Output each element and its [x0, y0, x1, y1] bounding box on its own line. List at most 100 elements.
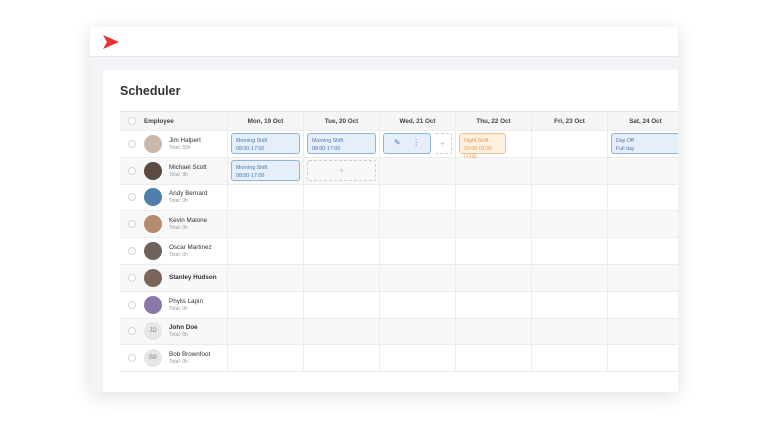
- day-cell[interactable]: [607, 345, 678, 372]
- day-cell[interactable]: [455, 157, 531, 184]
- shift-block[interactable]: Morning Shift 08:00-17:00: [231, 159, 300, 181]
- day-cell[interactable]: [531, 318, 607, 345]
- day-cell[interactable]: [455, 345, 531, 372]
- shift-block[interactable]: Morning Shift 08:00-17:00: [231, 133, 300, 154]
- day-cell[interactable]: [455, 318, 531, 345]
- day-cell[interactable]: [303, 291, 379, 318]
- employee-name: Jim Halpert: [169, 136, 201, 144]
- day-cell[interactable]: [607, 157, 678, 184]
- day-cell[interactable]: [607, 264, 678, 291]
- shift-time: 08:00-17:00: [236, 146, 265, 152]
- row-checkbox[interactable]: [128, 300, 136, 309]
- day-cell[interactable]: [303, 264, 379, 291]
- day-cell[interactable]: [607, 238, 678, 264]
- day-cell[interactable]: [531, 157, 607, 184]
- shift-time: Full day: [616, 146, 635, 152]
- day-cell[interactable]: [531, 264, 607, 291]
- shift-block[interactable]: Morning Shift 08:00-17:00: [307, 133, 376, 154]
- day-cell[interactable]: [379, 211, 455, 238]
- day-cell[interactable]: [531, 184, 607, 211]
- day-header: Thu, 22 Oct: [455, 112, 531, 130]
- avatar: JD: [144, 322, 162, 341]
- shift-block[interactable]: Day Off Full day: [611, 133, 678, 154]
- day-cell[interactable]: [379, 184, 455, 211]
- day-cell[interactable]: [607, 184, 678, 211]
- row-checkbox[interactable]: [128, 273, 136, 282]
- row-checkbox[interactable]: [128, 193, 136, 202]
- day-cell[interactable]: [227, 345, 303, 372]
- employee-name: Stanley Hudson: [169, 273, 217, 281]
- day-header: Sat, 24 Oct: [607, 112, 678, 130]
- page-title: Scheduler: [120, 84, 181, 98]
- day-cell[interactable]: Morning Shift 08:00-17:00: [303, 131, 379, 157]
- table-row: Andy Bernard Total: 0h: [120, 184, 678, 212]
- employee-name: Andy Bernard: [169, 190, 208, 198]
- day-cell[interactable]: Day Off Full day: [607, 131, 678, 157]
- logo-icon[interactable]: [102, 34, 120, 50]
- employee-name: Michael Scott: [169, 163, 207, 171]
- day-cell[interactable]: [303, 238, 379, 264]
- day-cell[interactable]: [455, 291, 531, 318]
- day-cell[interactable]: [227, 291, 303, 318]
- day-cell[interactable]: [455, 238, 531, 264]
- day-cell[interactable]: [379, 291, 455, 318]
- day-cell[interactable]: +: [303, 157, 379, 184]
- top-bar: [90, 27, 678, 57]
- shift-title: Night Shift: [464, 138, 489, 144]
- day-cell[interactable]: [607, 318, 678, 345]
- day-cell[interactable]: [379, 318, 455, 345]
- day-cell[interactable]: [227, 211, 303, 238]
- avatar: [144, 242, 162, 261]
- row-checkbox[interactable]: [128, 327, 136, 336]
- table-row: Jim Halpert Total: 55h Morning Shift 08:00-…: [120, 131, 678, 160]
- day-cell[interactable]: [379, 238, 455, 264]
- avatar: [144, 295, 162, 314]
- row-checkbox[interactable]: [128, 166, 136, 175]
- avatar: [144, 134, 162, 153]
- select-all-checkbox[interactable]: [128, 117, 136, 125]
- day-cell[interactable]: [227, 184, 303, 211]
- day-cell[interactable]: [227, 238, 303, 264]
- avatar: [144, 215, 162, 234]
- app-window: Scheduler Employee Mon, 19 Oct Tue, 20 O…: [90, 27, 678, 392]
- day-cell[interactable]: [303, 211, 379, 238]
- row-checkbox[interactable]: [128, 247, 136, 256]
- edit-icon[interactable]: ✎: [393, 138, 401, 148]
- day-cell[interactable]: Morning Shift 08:00-17:00: [227, 131, 303, 157]
- day-cell[interactable]: [455, 184, 531, 211]
- day-cell[interactable]: [379, 157, 455, 184]
- day-cell[interactable]: ✎ ⋮ +: [379, 131, 455, 157]
- day-cell[interactable]: [303, 318, 379, 345]
- table-row: JD John Doe Total: 0h: [120, 318, 678, 346]
- add-shift-button[interactable]: +: [434, 133, 452, 154]
- employee-name: Oscar Martinez: [169, 244, 212, 252]
- day-cell[interactable]: [379, 345, 455, 372]
- day-cell[interactable]: [455, 211, 531, 238]
- day-cell[interactable]: [455, 264, 531, 291]
- day-cell[interactable]: [531, 238, 607, 264]
- day-cell[interactable]: [227, 264, 303, 291]
- day-cell[interactable]: [227, 318, 303, 345]
- add-shift-button[interactable]: +: [307, 159, 376, 181]
- row-checkbox[interactable]: [128, 354, 136, 363]
- day-cell[interactable]: [303, 184, 379, 211]
- row-checkbox[interactable]: [128, 139, 136, 148]
- day-cell[interactable]: Morning Shift 08:00-17:00: [227, 157, 303, 184]
- avatar: [144, 161, 162, 180]
- table-row: BB Bob Brownfoot Total: 0h: [120, 345, 678, 373]
- row-checkbox[interactable]: [128, 220, 136, 229]
- day-cell[interactable]: [607, 291, 678, 318]
- day-cell[interactable]: [607, 211, 678, 238]
- day-cell[interactable]: [379, 264, 455, 291]
- day-header: Fri, 23 Oct: [531, 112, 607, 130]
- day-cell[interactable]: [531, 131, 607, 157]
- day-cell[interactable]: [531, 345, 607, 372]
- more-icon[interactable]: ⋮: [412, 138, 421, 148]
- day-cell[interactable]: [531, 291, 607, 318]
- day-cell[interactable]: Night Shift 20:00-01:00 (+1d): [455, 131, 531, 160]
- day-cell[interactable]: [531, 211, 607, 238]
- shift-time: 08:00-17:00: [312, 146, 341, 152]
- day-cell[interactable]: [303, 345, 379, 372]
- shift-block[interactable]: Night Shift 20:00-01:00 (+1d): [459, 133, 506, 160]
- table-row: Kevin Malone Total: 0h: [120, 211, 678, 239]
